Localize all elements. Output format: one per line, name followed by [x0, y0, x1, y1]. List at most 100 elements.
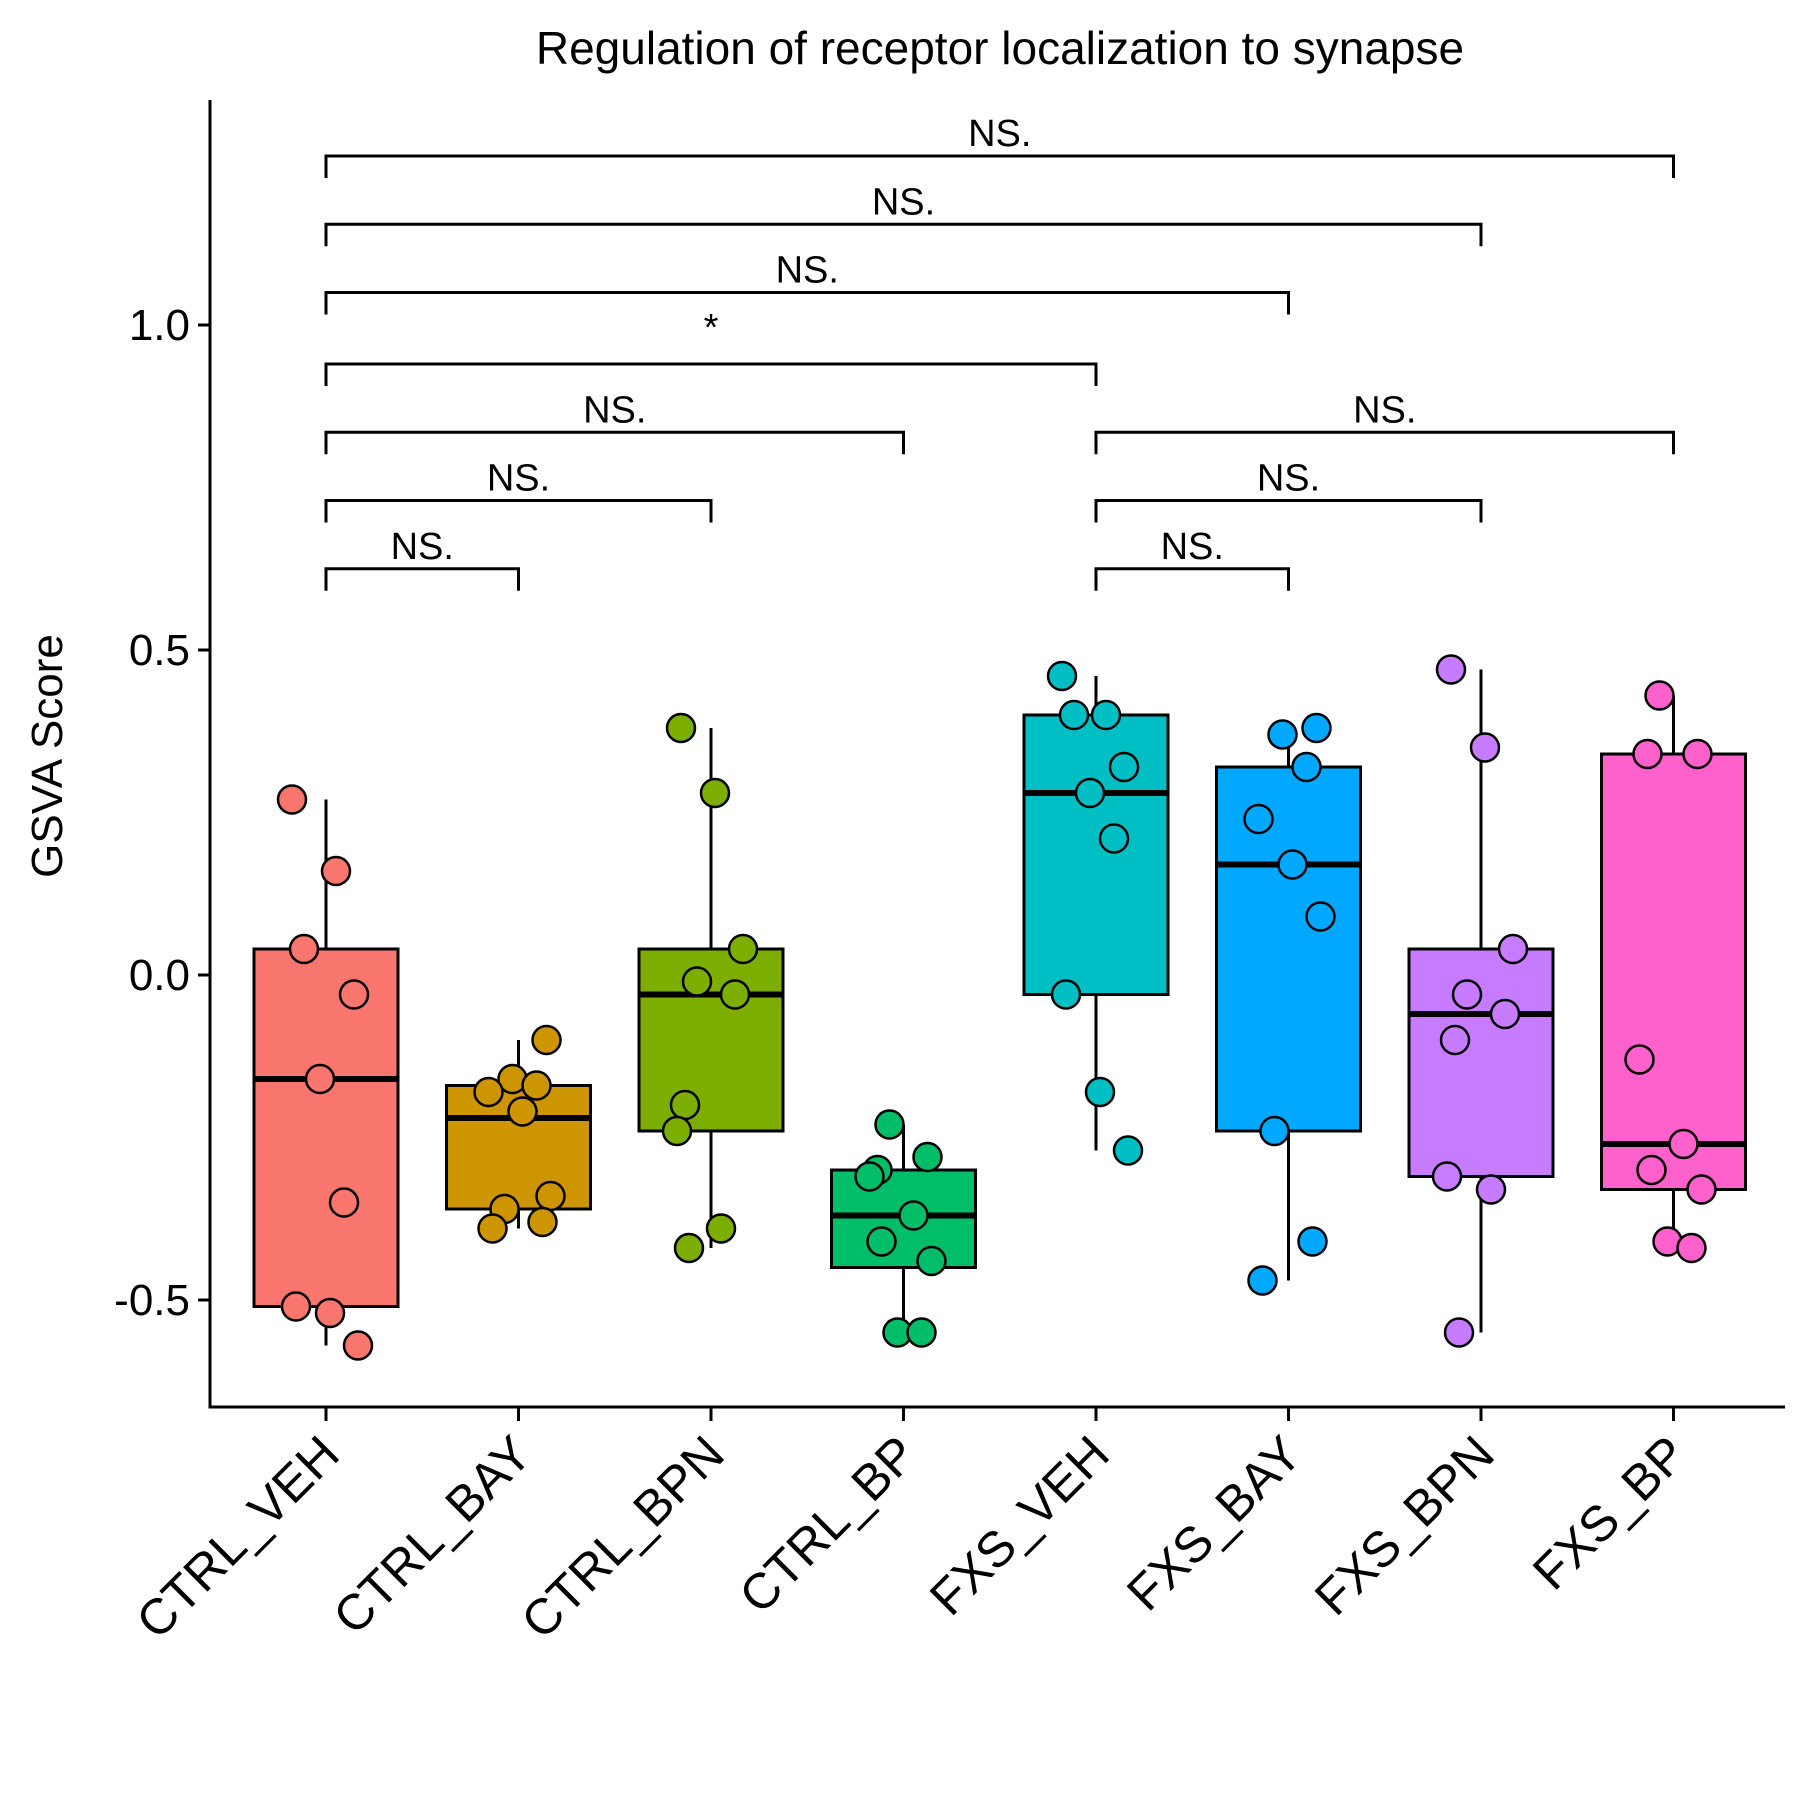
data-point: [527, 1206, 558, 1238]
data-point: [1469, 732, 1501, 763]
significance-label: NS.: [872, 181, 935, 223]
data-point: [1443, 1317, 1475, 1348]
significance-label: *: [704, 307, 719, 349]
significance-label: NS.: [1353, 389, 1416, 431]
data-point: [1644, 680, 1675, 711]
significance-bracket: NS.: [324, 526, 520, 591]
data-point: [1497, 933, 1529, 965]
bracket-line: [1094, 567, 1290, 591]
bracket-line: [324, 430, 905, 455]
data-point: [1267, 719, 1298, 750]
data-point: [1301, 712, 1332, 744]
plot-area: -0.5 0.0 0.5 1.0 CTRL_VEHCTRL_BAYCTRL_BPNCTR…: [114, 100, 1785, 1649]
x-tick-label: FXS_VEH: [919, 1425, 1120, 1626]
data-point: [1291, 751, 1322, 783]
significance-bracket: *: [324, 307, 1098, 386]
data-point: [1435, 654, 1467, 685]
bracket-line: [324, 222, 1483, 247]
significance-bracket: NS.: [324, 181, 1483, 247]
group-fxs-bay: [1215, 712, 1362, 1296]
group-ctrl-bay: [445, 1024, 592, 1244]
data-point: [1090, 699, 1122, 731]
significance-bracket: NS.: [1094, 389, 1675, 455]
data-point: [1668, 1128, 1699, 1160]
y-tick-label: 1.0: [129, 301, 190, 350]
data-point: [1451, 979, 1483, 1010]
data-point: [535, 1180, 566, 1212]
significance-label: NS.: [391, 526, 454, 568]
data-point: [912, 1141, 943, 1173]
significance-bracket: NS.: [1094, 458, 1483, 523]
group-ctrl-veh: [252, 784, 400, 1361]
significance-label: NS.: [1257, 458, 1320, 500]
x-tick-label: FXS_BP: [1522, 1425, 1697, 1600]
box: [252, 947, 400, 1308]
significance-bracket: NS.: [324, 458, 713, 523]
data-point: [1686, 1174, 1717, 1205]
y-axis-label: GSVA Score: [23, 634, 72, 878]
data-point: [1682, 738, 1713, 770]
x-tick-label: CTRL_VEH: [125, 1425, 349, 1649]
data-point: [898, 1200, 929, 1231]
bracket-line: [1094, 499, 1483, 523]
data-point: [320, 855, 352, 887]
group-fxs-bp: [1600, 680, 1747, 1264]
data-point: [1475, 1174, 1507, 1205]
data-point: [531, 1024, 562, 1056]
data-point: [669, 1089, 701, 1121]
data-point: [916, 1245, 947, 1277]
data-point: [1305, 901, 1336, 932]
y-tick-label: 0.0: [129, 951, 190, 1000]
data-point: [874, 1109, 905, 1140]
group-fxs-bpn: [1407, 654, 1555, 1348]
box: [1600, 752, 1747, 1191]
data-point: [1489, 998, 1521, 1030]
bracket-line: [324, 362, 1098, 386]
data-point: [1297, 1226, 1328, 1257]
group-ctrl-bp: [830, 1109, 977, 1348]
significance-label: NS.: [487, 458, 550, 500]
significance-label: NS.: [776, 250, 839, 292]
x-tick-label: FXS_BPN: [1304, 1425, 1505, 1626]
significance-label: NS.: [968, 113, 1031, 155]
data-point: [906, 1317, 937, 1348]
bracket-line: [1094, 430, 1675, 455]
box: [1022, 713, 1170, 996]
box: [1407, 947, 1555, 1178]
data-point: [314, 1297, 346, 1329]
data-point: [699, 777, 731, 809]
y-tick-label: -0.5: [114, 1276, 190, 1325]
data-point: [1084, 1076, 1116, 1108]
data-point: [1058, 699, 1090, 731]
data-point: [705, 1213, 737, 1244]
data-point: [1277, 849, 1308, 880]
chart-title: Regulation of receptor localization to s…: [536, 22, 1464, 74]
data-point: [1098, 823, 1130, 854]
data-point: [719, 979, 751, 1010]
data-point: [1624, 1044, 1655, 1075]
group-ctrl-bpn: [637, 712, 785, 1264]
significance-bracket: NS.: [324, 250, 1290, 315]
data-point: [280, 1291, 312, 1322]
data-point: [661, 1115, 693, 1147]
data-point: [1439, 1024, 1471, 1056]
data-point: [673, 1232, 705, 1264]
data-point: [521, 1070, 552, 1101]
data-point: [338, 979, 370, 1010]
x-tick-label: CTRL_BAY: [323, 1425, 543, 1645]
data-point: [1074, 777, 1106, 809]
data-point: [1050, 979, 1082, 1010]
data-point: [1431, 1161, 1463, 1192]
significance-label: NS.: [583, 389, 646, 431]
data-point: [1676, 1232, 1707, 1264]
data-point: [866, 1226, 897, 1257]
data-point: [1632, 738, 1663, 770]
x-tick-label: CTRL_BP: [729, 1425, 928, 1624]
data-point: [1243, 803, 1274, 835]
significance-bracket: NS.: [324, 113, 1675, 178]
data-point: [1636, 1154, 1667, 1186]
data-point: [1112, 1135, 1144, 1166]
x-tick-label: FXS_BAY: [1116, 1425, 1312, 1621]
